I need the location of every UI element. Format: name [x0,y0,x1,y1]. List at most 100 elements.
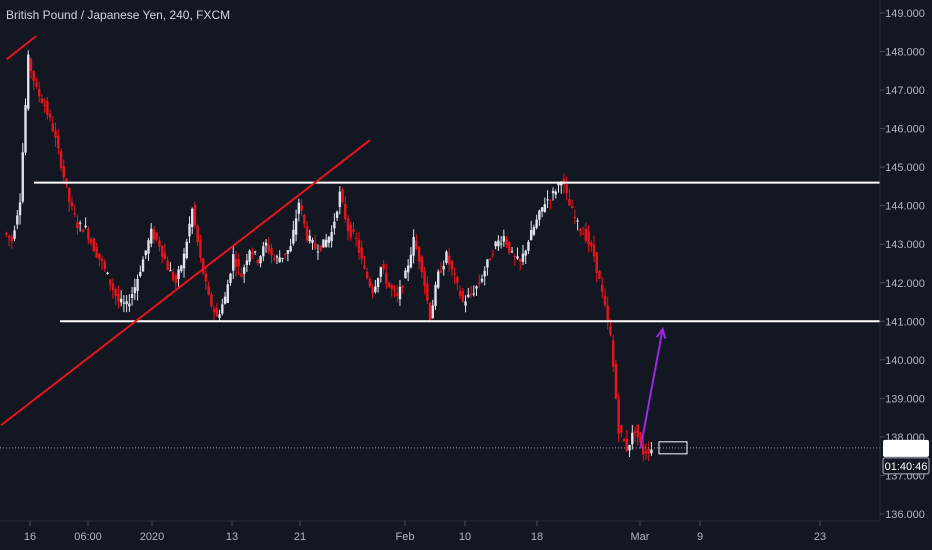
candle-body [171,272,175,280]
candle-body [169,270,172,272]
candle-body [283,253,287,255]
candle-body [264,242,268,246]
candle-body [128,303,131,307]
candle-body [114,288,117,297]
candle-body [560,183,563,186]
candle-body [505,239,508,246]
candle-body [360,247,363,259]
candle-body [46,101,49,115]
candle-body [614,363,618,399]
candle-body [633,431,637,434]
candle-body [229,273,232,283]
price-tick-label: 144.000 [885,201,925,213]
candle-body [472,293,475,295]
candle-body [150,228,153,244]
candle-body [581,233,585,235]
candle-body [308,235,311,242]
candle-body [412,237,415,256]
candle-body [551,191,555,194]
candle-body [497,240,500,247]
candle-body [100,258,104,262]
candle-body [590,242,593,247]
candle-body [251,252,254,255]
candle-body [521,253,525,262]
candle-body [48,113,52,118]
candle-body [333,221,336,229]
candle-body [136,278,139,291]
last-price-badge: 137.717 [883,439,929,457]
candle-body [273,258,276,260]
candle-body [73,213,76,215]
candle-body [221,304,224,314]
projection-arrow[interactable] [639,326,667,449]
candle-body [428,302,432,322]
candle-body [622,438,626,442]
candle-body [234,258,238,268]
candle-body [125,301,128,305]
candle-body [160,245,164,257]
trend-line[interactable] [6,35,37,61]
candle-body [398,286,402,300]
candle-body [319,245,322,251]
candle-body [450,260,454,270]
candle-body [494,241,497,247]
candle-body [95,246,98,258]
price-tick-label: 146.000 [885,124,925,136]
candle-body [568,199,571,206]
candle-body [508,241,511,253]
candle-body [636,424,639,438]
candle-body [155,232,158,240]
candle-body [256,259,260,264]
candle-body [327,236,331,243]
current-price-box[interactable] [658,441,688,455]
candle-body [223,296,227,304]
candle-body [141,259,145,272]
candle-body [573,216,577,218]
trend-line[interactable] [0,139,371,427]
countdown-value: 01:40:46 [885,461,928,473]
candle-body [557,182,560,186]
candle-body [40,98,44,104]
candle-body [267,244,270,252]
candle-body [352,229,355,232]
time-axis[interactable]: 16 06:00 2020 13 21 Feb 10 18 Mar 9 23 [24,521,826,543]
candle-body [357,239,361,253]
time-tick-label: 10 [459,531,471,543]
candle-body [119,298,123,303]
candle-body [592,244,596,257]
candle-body [423,271,426,286]
candle-body [111,283,115,291]
price-axis[interactable]: 149.000 148.000 147.000 146.000 145.000 144.0… [880,8,925,521]
trend-lines[interactable] [0,35,371,427]
time-tick-label: 06:00 [74,531,102,543]
candle-body [87,228,90,240]
candle-body [464,301,467,306]
candle-body [355,238,358,240]
candle-body [363,265,366,269]
candle-body [24,105,27,153]
candle-body [57,136,60,149]
candle-body [647,448,650,454]
candle-body [180,265,183,271]
candle-body [601,284,604,292]
price-tick-label: 149.000 [885,8,925,20]
candle-body [609,326,612,335]
candle-body [491,254,495,256]
candle-body [196,225,199,243]
candle-body [456,277,459,283]
candle-body [253,251,257,253]
time-tick-label: 21 [294,531,306,543]
candle-body [488,258,492,261]
candle-body [628,444,631,451]
candle-body [606,305,609,321]
price-tick-label: 145.000 [885,162,925,174]
candle-body [371,287,374,294]
candle-body [133,287,137,294]
projection-arrow-shaft[interactable] [639,328,664,449]
candle-body [439,270,443,273]
last-price-badge-bg [883,439,929,457]
candle-body [527,241,530,251]
candle-body [458,291,462,296]
horizontal-levels[interactable] [34,181,880,323]
